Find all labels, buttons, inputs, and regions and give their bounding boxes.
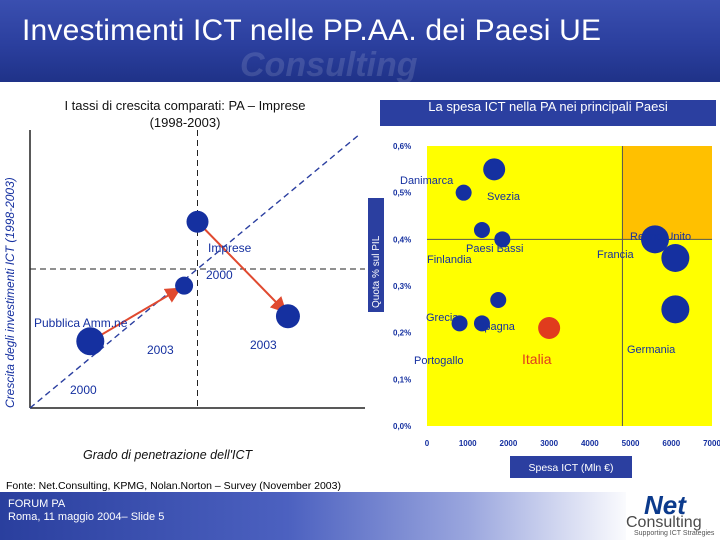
left-y-label: Crescita degli investimenti ICT (1998-20… bbox=[3, 177, 17, 408]
left-chart-title-line2: (1998-2003) bbox=[149, 115, 221, 130]
label-spagna: Spagna bbox=[477, 321, 516, 333]
netconsulting-logo: Net Consulting Supporting ICT Strategies bbox=[626, 490, 720, 540]
y-tick-label: 0,0% bbox=[393, 422, 411, 431]
label-regno-unito: Regno Unito bbox=[630, 231, 691, 243]
x-tick-label: 3000 bbox=[540, 439, 558, 448]
bubble-svezia bbox=[483, 158, 506, 181]
y-label-box bbox=[368, 198, 384, 312]
y-tick-label: 0,4% bbox=[393, 235, 411, 244]
pa-2000-point bbox=[76, 327, 105, 356]
y-tick-label: 0,2% bbox=[393, 329, 411, 338]
logo-line1: Net bbox=[644, 490, 686, 520]
y-tick-label: 0,5% bbox=[393, 189, 411, 198]
imprese-2000-point bbox=[186, 210, 209, 233]
label-imprese: Imprese bbox=[208, 241, 252, 255]
label-francia: Francia bbox=[597, 249, 635, 261]
imprese-2003-point bbox=[275, 304, 300, 329]
label-pa-2000: 2000 bbox=[70, 383, 97, 397]
label-pubblica-amm: Pubblica Amm.ne bbox=[34, 316, 128, 330]
label-portogallo: Portogallo bbox=[414, 355, 464, 367]
x-tick-label: 2000 bbox=[500, 439, 518, 448]
bubble-germania bbox=[661, 295, 690, 324]
bubble-portogallo bbox=[473, 315, 490, 332]
bubble-paesi-bassi bbox=[494, 231, 511, 248]
y-tick-label: 0,1% bbox=[393, 375, 411, 384]
y-tick-label: 0,6% bbox=[393, 142, 411, 151]
x-tick-label: 5000 bbox=[622, 439, 640, 448]
left-chart-title: I tassi di crescita comparati: PA – Impr… bbox=[25, 97, 345, 131]
label-grecia: Grecia bbox=[426, 312, 459, 324]
right-y-label: Quota % sul PIL bbox=[371, 235, 382, 308]
footer-band bbox=[0, 492, 720, 540]
label-danimarca: Danimarca bbox=[400, 175, 454, 187]
x-tick-label: 1000 bbox=[459, 439, 477, 448]
left-x-label: Grado di penetrazione dell'ICT bbox=[83, 448, 254, 462]
y-tick-label: 0,3% bbox=[393, 282, 411, 291]
x-tick-label: 6000 bbox=[662, 439, 680, 448]
header-band: Consulting Investimenti ICT nelle PP.AA.… bbox=[0, 0, 720, 84]
bubble-regno-unito bbox=[641, 225, 669, 254]
label-imprese-2003: 2003 bbox=[250, 338, 277, 352]
pa-2003-point bbox=[175, 276, 194, 295]
left-diagonal bbox=[29, 133, 361, 409]
bubble-grecia bbox=[451, 315, 468, 332]
footer-info: FORUM PA Roma, 11 maggio 2004– Slide 5 bbox=[8, 498, 164, 524]
footer-event: FORUM PA bbox=[8, 498, 66, 510]
label-italia: Italia bbox=[522, 351, 552, 367]
bubble-italia bbox=[538, 317, 561, 339]
label-finlandia: Finlandia bbox=[427, 254, 473, 266]
left-chart: Imprese 2000 Pubblica Amm.ne 2003 2003 2000 Gr… bbox=[3, 130, 365, 462]
header-watermark: Consulting bbox=[240, 46, 418, 84]
x-tick-label: 7000 bbox=[703, 439, 720, 448]
footer-place: Roma, 11 maggio 2004– Slide 5 bbox=[8, 511, 165, 523]
x-tick-label: 0 bbox=[425, 439, 430, 448]
right-chart: 0,0% 0,1% 0,2% 0,3% 0,4% 0,5% 0,6% 0 1000 2000 300… bbox=[368, 142, 720, 478]
bubble-francia bbox=[661, 244, 690, 272]
bubble-finlandia bbox=[473, 222, 490, 238]
bubble-spagna bbox=[490, 292, 507, 308]
bubble-danimarca bbox=[455, 184, 472, 201]
logo-tagline: Supporting ICT Strategies bbox=[634, 530, 715, 537]
label-imprese-2000: 2000 bbox=[206, 268, 233, 282]
pa-trend-arrow bbox=[89, 287, 182, 343]
left-chart-title-line1: I tassi di crescita comparati: PA – Impr… bbox=[64, 98, 306, 113]
imprese-trend-arrow bbox=[196, 221, 287, 314]
logo-line2: Consulting bbox=[626, 514, 702, 531]
label-pa-2003: 2003 bbox=[147, 343, 174, 357]
quadrant-orange bbox=[622, 146, 712, 240]
source-note: Fonte: Net.Consulting, KPMG, Nolan.Norto… bbox=[6, 480, 341, 492]
slide-title: Investimenti ICT nelle PP.AA. dei Paesi … bbox=[22, 14, 602, 47]
label-svezia: Svezia bbox=[487, 191, 521, 203]
label-paesi-bassi: Paesi Bassi bbox=[466, 243, 523, 255]
x-tick-label: 4000 bbox=[581, 439, 599, 448]
right-chart-title: La spesa ICT nella PA nei principali Pae… bbox=[380, 100, 716, 126]
x-label-box bbox=[510, 456, 632, 478]
right-x-label: Spesa ICT (Mln €) bbox=[529, 462, 614, 474]
label-germania: Germania bbox=[627, 344, 676, 356]
